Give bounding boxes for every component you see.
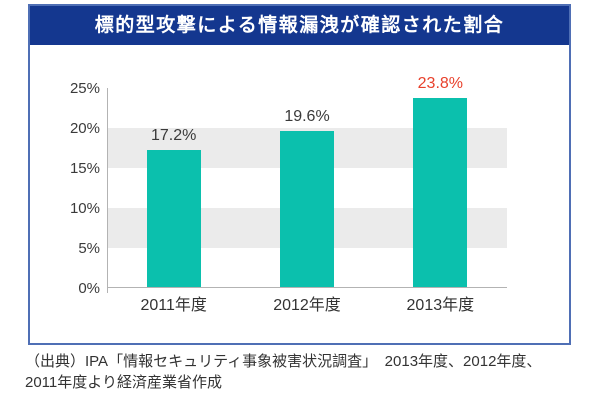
chart-panel: 標的型攻撃による情報漏洩が確認された割合 0% 5% 10% 15% 20% 25% 17.… [28,4,571,345]
bar-value-label: 17.2% [150,127,197,145]
y-tick-label: 5% [78,240,100,257]
bar-value-label: 23.8% [417,74,464,92]
x-tick-label: 2011年度 [140,297,207,314]
plot-area: 0% 5% 10% 15% 20% 25% 17.2% 2011年度 19.6% 2012年度 23… [70,75,507,314]
chart-title: 標的型攻撃による情報漏洩が確認された割合 [30,6,569,45]
y-tick-label: 10% [69,200,100,217]
x-tick-label: 2012年度 [273,297,341,314]
bar-value-label: 19.6% [284,108,330,126]
bar-2013年度 [413,97,468,287]
y-tick-label: 15% [69,160,100,177]
y-axis-line [107,88,108,293]
y-tick-label: 25% [69,80,100,97]
bar-2012年度 [280,131,334,287]
x-axis-line [107,287,507,288]
y-tick-label: 0% [78,280,100,297]
x-tick-label: 2013年度 [406,297,475,314]
bar-2011年度 [146,150,201,287]
source-note: （出典）IPA「情報セキュリティ事象被害状況調査」 2013年度、2012年度、… [25,353,542,391]
y-tick-label: 20% [69,120,100,137]
